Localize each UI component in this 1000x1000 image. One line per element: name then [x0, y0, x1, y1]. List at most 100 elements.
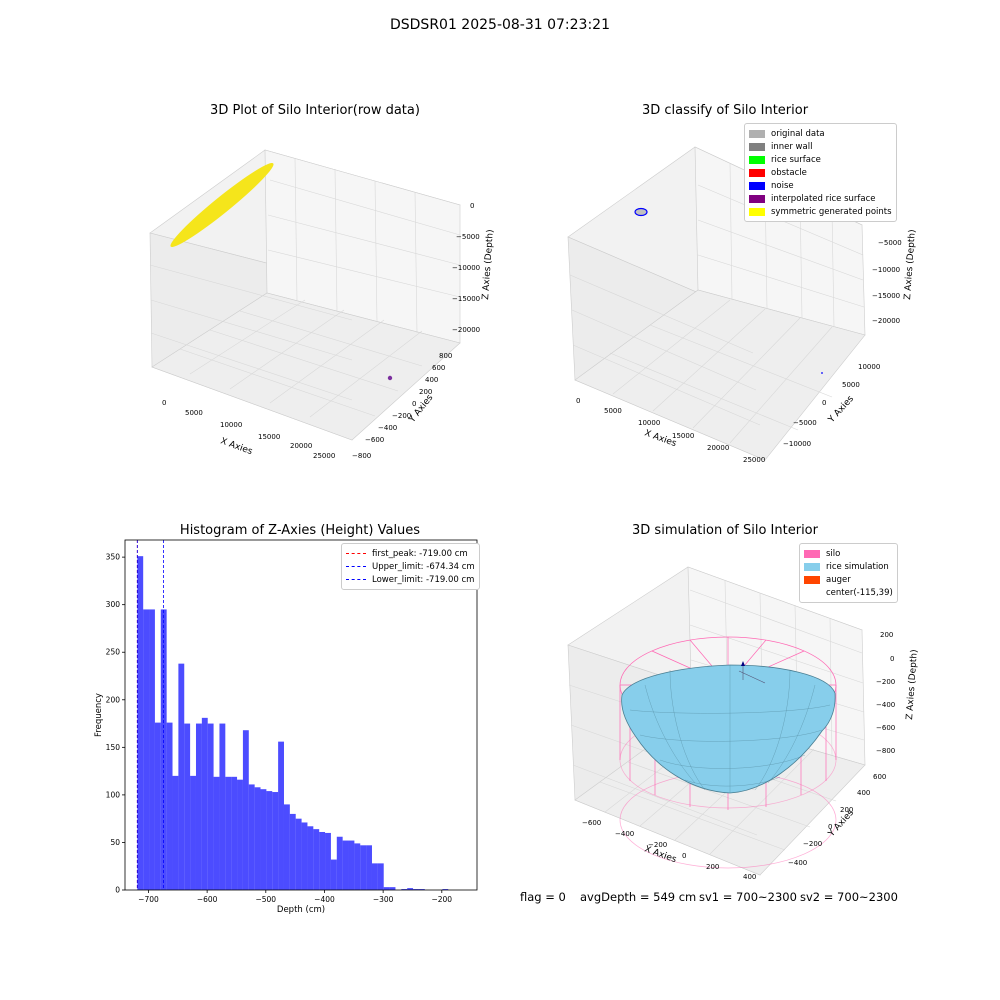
histogram-bar [354, 843, 361, 890]
x-tick-label: −400 [314, 895, 335, 904]
histogram-bar [231, 776, 238, 890]
y-tick: 10000 [858, 363, 880, 371]
z-tick: 0 [890, 655, 894, 663]
z-axis-label: Z Axies (Depth) [903, 229, 918, 300]
noise-point [821, 372, 823, 374]
x-tick: 5000 [604, 407, 622, 415]
z-tick: −20000 [452, 326, 480, 334]
histogram-bar [190, 775, 196, 890]
y-tick: 400 [425, 376, 438, 384]
x-axis-label: X Axies [219, 436, 254, 457]
z-tick: −5000 [878, 239, 902, 247]
y-tick: −800 [352, 452, 371, 460]
legend-label: rice simulation [826, 561, 889, 572]
histogram-bar [178, 663, 185, 890]
histogram-bar [160, 609, 167, 890]
legend-label: inner wall [771, 141, 813, 152]
auger-marker [741, 661, 745, 666]
classify-plot-title: 3D classify of Silo Interior [641, 103, 809, 118]
y-tick: 0 [828, 823, 832, 831]
legend-swatch [346, 553, 366, 554]
y-tick-label: 300 [106, 600, 121, 609]
legend-swatch [749, 142, 765, 151]
histogram-bar [242, 730, 249, 890]
histogram-bar [266, 791, 273, 890]
y-tick: 600 [432, 364, 445, 372]
y-tick: −200 [803, 840, 822, 848]
histogram-bar [301, 822, 308, 890]
histogram-bar [313, 829, 320, 890]
histogram-bar [348, 840, 355, 890]
histogram-bar [201, 717, 208, 890]
legend-swatch [749, 207, 765, 216]
legend-swatch [346, 579, 366, 580]
legend-label: symmetric generated points [771, 206, 892, 217]
histogram-bar [413, 889, 419, 890]
histogram-bar [389, 887, 396, 890]
legend-label: Upper_limit: -674.34 cm [372, 561, 475, 572]
x-tick: 0 [682, 852, 686, 860]
y-tick-label: 350 [106, 553, 121, 562]
avg-depth-text: avgDepth = 549 cm [580, 890, 697, 904]
z-tick: −800 [876, 747, 895, 755]
y-tick: −400 [788, 859, 807, 867]
z-tick: −200 [876, 678, 895, 686]
legend-swatch [804, 589, 820, 597]
x-tick-label: −500 [255, 895, 276, 904]
histogram-chart[interactable]: −700 −600 −500 −400 −300 −200 0 50 100 150 200 250 3… [80, 530, 490, 920]
legend-label: noise [771, 180, 794, 191]
x-axis-label: Depth (cm) [277, 905, 325, 915]
legend-swatch [749, 181, 765, 190]
y-tick-label: 250 [106, 648, 121, 657]
x-tick-label: −600 [197, 895, 218, 904]
x-tick: 25000 [743, 456, 765, 464]
histogram-bar [272, 792, 279, 890]
histogram-bar [283, 804, 290, 890]
y-tick: 0 [822, 399, 826, 407]
y-tick: 600 [873, 773, 886, 781]
legend-item: center(-115,39) [804, 586, 893, 599]
legend-label: center(-115,39) [826, 587, 893, 598]
z-tick: −15000 [872, 292, 900, 300]
histogram-bar [154, 722, 161, 890]
legend-label: Lower_limit: -719.00 cm [372, 574, 475, 585]
z-tick: −20000 [872, 317, 900, 325]
legend-label: rice surface [771, 154, 821, 165]
legend-label: obstacle [771, 167, 807, 178]
y-tick: 800 [439, 352, 452, 360]
legend-item: rice simulation [804, 560, 893, 573]
legend-swatch [804, 549, 820, 558]
x-tick: 15000 [258, 433, 280, 441]
legend-item: rice surface [749, 153, 892, 166]
legend-item: Upper_limit: -674.34 cm [346, 560, 475, 573]
histogram-bar [143, 609, 150, 890]
y-axis-label: Frequency [94, 693, 104, 737]
histogram-bar [325, 832, 331, 890]
legend-item: original data [749, 127, 892, 140]
y-tick-label: 150 [106, 743, 121, 752]
y-tick: −600 [365, 436, 384, 444]
legend-label: interpolated rice surface [771, 193, 876, 204]
histogram-bar [366, 845, 372, 890]
histogram-bar [149, 609, 155, 890]
raw-3d-plot[interactable]: 0 5000 10000 15000 20000 25000 800 600 4… [130, 125, 500, 465]
simulation-3d-plot[interactable]: −600 −400 −200 0 200 400 600 400 200 0 −… [560, 545, 930, 885]
y-tick: −5000 [793, 419, 817, 427]
histogram-bar [195, 723, 202, 890]
x-tick: 400 [743, 873, 756, 881]
x-tick: 20000 [707, 444, 729, 452]
classify-3d-plot[interactable]: 0 5000 10000 15000 20000 25000 10000 500… [560, 125, 930, 465]
x-tick-label: −700 [138, 895, 159, 904]
legend-item: auger [804, 573, 893, 586]
histogram-bar [137, 556, 144, 890]
y-tick: 200 [419, 388, 432, 396]
histogram-bar [307, 826, 314, 890]
histogram-bar [289, 813, 296, 890]
histogram-bar [166, 722, 173, 890]
legend-item: noise [749, 179, 892, 192]
x-tick: 5000 [185, 409, 203, 417]
x-tick: 0 [576, 397, 580, 405]
x-tick: 20000 [290, 442, 312, 450]
y-tick: 0 [412, 400, 416, 408]
figure-title: DSDSR01 2025-08-31 07:23:21 [389, 17, 610, 33]
